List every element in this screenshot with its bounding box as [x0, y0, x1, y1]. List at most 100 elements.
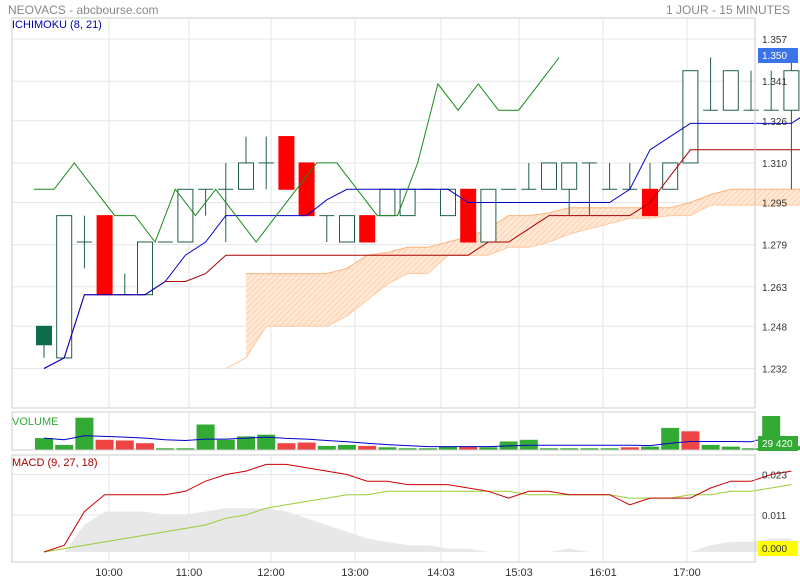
candle-body [541, 162, 557, 190]
panel-frames [11, 17, 756, 563]
volume-bar [176, 448, 195, 450]
cloud-segment [690, 194, 711, 216]
x-tick-label: 14:03 [427, 567, 455, 579]
axis-ticks: 1.357 1.341 1.326 1.310 1.295 1.279 1.263 1.248… [95, 35, 787, 579]
cloud-segment [246, 273, 267, 358]
cloud-segment [751, 189, 772, 206]
candle-body [722, 70, 739, 111]
volume-bar [35, 438, 53, 450]
macd-histogram [44, 508, 792, 552]
header-left: NEOVACS - abcbourse.com [8, 3, 159, 17]
volume-bar [580, 448, 599, 450]
macd-lines [43, 463, 792, 553]
macd-tick-label: 0.023 [762, 470, 787, 481]
candle-body [36, 325, 52, 346]
cloud-segment [528, 213, 549, 248]
volume-bar [418, 448, 437, 450]
cloud-segment [367, 252, 388, 300]
price-tick-label: 1.232 [762, 364, 787, 375]
cloud-segment [589, 207, 610, 229]
volume-bar [216, 439, 235, 450]
cloud-segment [407, 247, 428, 274]
volume-bar [681, 431, 700, 450]
kijun-line [43, 149, 800, 369]
price-tick-label: 1.310 [762, 159, 787, 170]
cloud-segment [306, 273, 327, 327]
indicator-lines [33, 57, 800, 369]
price-tick-label: 1.295 [762, 198, 787, 209]
volume-bar [115, 440, 134, 450]
grid [12, 18, 755, 562]
candle-body [137, 241, 153, 296]
volume-bar [277, 443, 296, 450]
macd-panel-title: MACD (9, 27, 18) [12, 457, 98, 469]
candle-body [96, 215, 113, 296]
volume-bar [620, 447, 639, 450]
cloud-segment [508, 215, 529, 248]
cloud-segment [710, 189, 731, 206]
header-right: 1 JOUR - 15 MINUTES [665, 3, 790, 17]
volume-bars [35, 416, 800, 450]
x-tick-label: 13:00 [341, 567, 369, 579]
volume-bar [398, 448, 417, 450]
cloud-segment [347, 255, 368, 316]
x-tick-label: 16:01 [589, 567, 617, 579]
x-tick-label: 11:00 [176, 567, 203, 579]
volume-bar [459, 446, 478, 450]
price-tick-label: 1.263 [762, 283, 787, 294]
panel-frame [11, 411, 756, 451]
price-tick-label: 1.341 [762, 77, 787, 88]
candle-body [783, 70, 800, 111]
cloud-segment [549, 207, 570, 242]
candle-body [359, 215, 376, 243]
cloud-segment [286, 273, 307, 327]
price-tick-label: 1.326 [762, 117, 787, 128]
cloud-line-b [225, 204, 800, 369]
volume-bar [156, 448, 175, 450]
x-tick-label: 10:00 [95, 567, 123, 579]
candle-body [682, 70, 699, 164]
volume-bar [55, 444, 74, 450]
last-price-badge [758, 48, 798, 63]
chikou-line [33, 57, 560, 244]
candle-body [480, 188, 497, 243]
panel-frame [11, 454, 756, 563]
cloud-segment [791, 189, 800, 206]
macd-badge [758, 541, 798, 556]
candle-body [177, 188, 194, 243]
volume-bar [317, 445, 336, 450]
volume-bar [378, 447, 397, 450]
candle-body [460, 188, 477, 243]
x-tick-label: 15:03 [505, 567, 533, 579]
volume-bar [661, 427, 680, 450]
volume-bar [196, 424, 215, 450]
volume-bar [95, 439, 114, 450]
volume-panel-title: VOLUME [12, 416, 58, 428]
volume-bar [600, 448, 619, 450]
candle-body [238, 162, 254, 190]
volume-bar [701, 444, 720, 450]
price-tick-label: 1.279 [762, 241, 787, 252]
volume-average-line [43, 435, 792, 448]
candle-body [379, 188, 396, 217]
cloud-line-a [246, 188, 800, 275]
volume-bar [742, 448, 760, 450]
cloud-segment [266, 273, 287, 327]
volume-bar [540, 448, 558, 450]
cloud-segment [771, 189, 792, 206]
volume-last-value: 29 420 [762, 439, 793, 450]
volume-bar [75, 417, 94, 450]
cloud-segment [670, 202, 691, 216]
volume-bar [136, 443, 154, 450]
candle-body [278, 136, 295, 190]
volume-bar [257, 434, 276, 450]
candle-body [298, 162, 315, 217]
candle-body [561, 162, 578, 190]
volume-bar [297, 442, 316, 450]
volume-bar [560, 448, 579, 450]
x-tick-label: 12:00 [257, 567, 285, 579]
cloud-segment [730, 189, 751, 206]
ichimoku-cloud [225, 188, 800, 369]
volume-bar [721, 446, 740, 450]
